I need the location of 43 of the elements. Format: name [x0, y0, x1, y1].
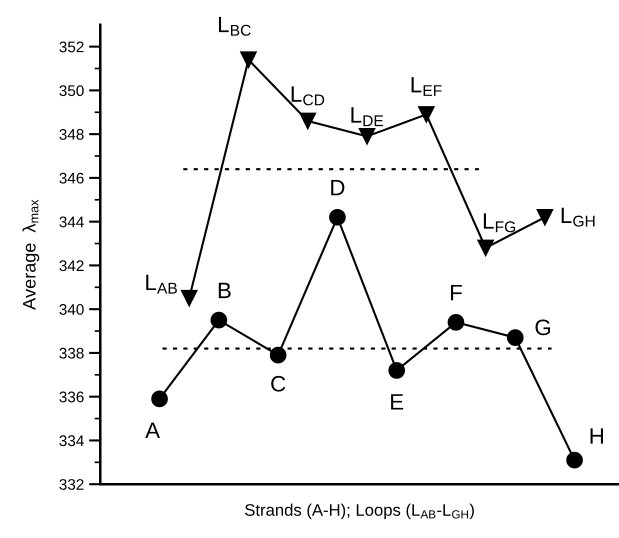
y-tick-label: 342 — [59, 260, 84, 272]
point — [388, 362, 406, 379]
annotation: E — [391, 394, 404, 410]
annotation: G — [536, 320, 550, 336]
y-axis-title: Average λ$_{max}$ — [22, 200, 40, 310]
point — [210, 312, 228, 328]
point — [358, 128, 376, 145]
y-tick-label: 332 — [59, 479, 84, 490]
annotation: L$_{EF}$ — [412, 77, 442, 96]
point — [151, 390, 168, 408]
point — [299, 112, 316, 130]
point — [418, 106, 435, 123]
point — [270, 346, 286, 364]
y-tick-label: 352 — [59, 41, 84, 52]
y-tick-label: 340 — [59, 304, 84, 315]
y-tick-label: 346 — [59, 172, 84, 184]
annotation: L$_{CD}$ — [292, 86, 324, 106]
text: H — [590, 428, 603, 444]
annotation: L$_{DE}$ — [351, 107, 384, 126]
annotation: L$_{BC}$ — [218, 16, 251, 36]
annotation: C — [271, 376, 286, 392]
y-tick-label: 336 — [59, 392, 84, 402]
annotation: B — [218, 282, 231, 298]
x-axis-title: Strands (A-H); Loops (L$_{AB}$-L$_{GH}$) — [245, 504, 474, 520]
y-tick-label: 350 — [59, 85, 84, 96]
annotation: D — [331, 180, 344, 196]
annotation: L$_{FG}$ — [484, 213, 516, 232]
y-tick-label: 344 — [59, 216, 84, 228]
annotation: A — [145, 422, 160, 438]
point — [477, 240, 494, 256]
point — [240, 51, 257, 68]
point — [329, 208, 346, 226]
annotation: L$_{GH}$ — [562, 208, 595, 227]
y-tick-label: 334 — [59, 435, 84, 446]
point — [566, 452, 583, 468]
point — [448, 314, 464, 331]
y-tick-label: 348 — [59, 129, 84, 140]
point — [536, 208, 554, 226]
annotation: F — [451, 284, 462, 300]
annotation: L$_{AB}$ — [146, 274, 177, 294]
point — [180, 290, 198, 307]
y-tick-label: 338 — [59, 348, 84, 359]
point — [506, 329, 524, 346]
